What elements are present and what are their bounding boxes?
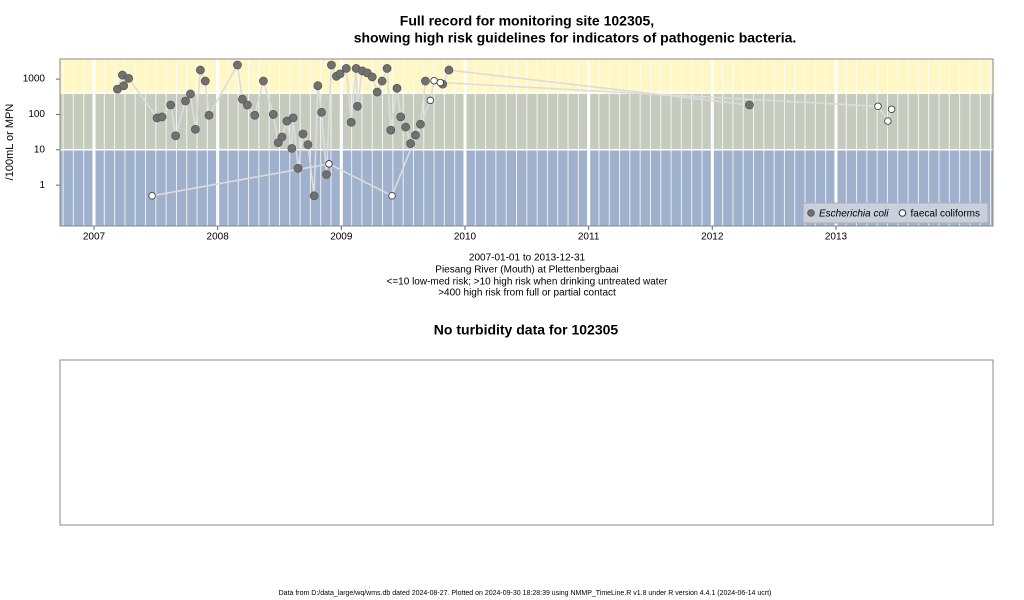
y-tick-label: 10 (34, 144, 46, 155)
data-point (430, 77, 438, 85)
footer: Data from D:/data_large/wq/wms.db dated … (279, 590, 772, 597)
y-tick-label: 1 (39, 180, 45, 191)
data-point (377, 76, 387, 86)
data-point (346, 117, 356, 127)
panel-title: No turbidity data for 102305 (434, 322, 619, 338)
data-point (884, 117, 892, 125)
data-point (444, 65, 454, 75)
data-point (181, 96, 190, 106)
legend-label: Escherichia coli (819, 209, 889, 220)
data-point (268, 110, 278, 119)
x-tick-label: 2007 (83, 232, 106, 243)
data-point (303, 140, 313, 150)
x-tick-label: 2012 (701, 232, 724, 243)
data-point (287, 143, 297, 153)
data-point (200, 76, 210, 86)
y-tick-label: 100 (28, 109, 45, 120)
data-point (186, 89, 195, 99)
data-point (401, 122, 411, 132)
x-tick-label: 2013 (825, 232, 848, 243)
data-point (352, 101, 362, 111)
data-point (426, 96, 435, 105)
data-point (204, 110, 214, 120)
data-point (195, 65, 205, 75)
data-point (313, 81, 323, 91)
caption-line: <=10 low-med risk; >10 high risk when dr… (387, 277, 669, 288)
y-tick-label: 1000 (23, 74, 46, 85)
data-point (386, 125, 396, 135)
data-point (293, 163, 303, 173)
x-tick-label: 2011 (578, 232, 600, 243)
data-point (166, 100, 176, 110)
data-point (148, 192, 156, 200)
data-point (341, 64, 351, 73)
legend-marker (807, 209, 815, 217)
empty-panel (59, 359, 994, 526)
legend: Escherichia coli faecal coliforms (802, 202, 989, 224)
data-point (372, 87, 382, 97)
data-point (388, 192, 396, 200)
data-point (887, 105, 896, 113)
x-tick-label: 2008 (207, 232, 230, 243)
data-point (744, 100, 754, 110)
caption-line: Piesang River (Mouth) at Plettenbergbaai (435, 265, 618, 276)
data-point (382, 64, 392, 73)
legend-box (802, 202, 989, 224)
data-point (411, 130, 420, 140)
data-point (259, 76, 268, 86)
data-point (191, 124, 200, 134)
data-point (157, 112, 167, 122)
data-point (325, 160, 333, 168)
data-point (233, 60, 242, 70)
chart-subtitle: showing high risk guidelines for indicat… (354, 30, 797, 46)
data-point (250, 110, 260, 120)
data-point (277, 132, 287, 142)
data-point (309, 191, 319, 201)
data-point (171, 131, 181, 141)
data-point (367, 72, 377, 82)
data-point (436, 78, 444, 87)
data-point (119, 81, 129, 91)
legend-label: faecal coliforms (910, 209, 979, 220)
data-point (298, 129, 308, 139)
data-point (242, 100, 252, 110)
data-point (335, 69, 345, 79)
data-point (396, 112, 406, 122)
data-point (288, 113, 298, 123)
caption-line: >400 high risk from full or partial cont… (438, 288, 616, 299)
legend-marker (898, 209, 907, 217)
series-line (116, 62, 750, 196)
data-point (874, 102, 882, 111)
plot-frame (59, 58, 994, 227)
data-point (421, 76, 430, 86)
data-point (416, 119, 425, 129)
data-point (322, 170, 331, 179)
data-point (327, 60, 336, 70)
data-point (124, 73, 134, 83)
chart-title: Full record for monitoring site 102305, (400, 13, 654, 29)
data-point (237, 94, 247, 104)
x-tick-label: 2010 (454, 232, 477, 243)
x-tick-label: 2009 (330, 232, 353, 243)
caption-line: 2007-01-01 to 2013-12-31 (469, 253, 586, 264)
data-point (317, 107, 326, 117)
y-axis-label: /100mL or MPN (4, 104, 16, 181)
data-point (392, 83, 402, 93)
data-point (406, 139, 415, 148)
